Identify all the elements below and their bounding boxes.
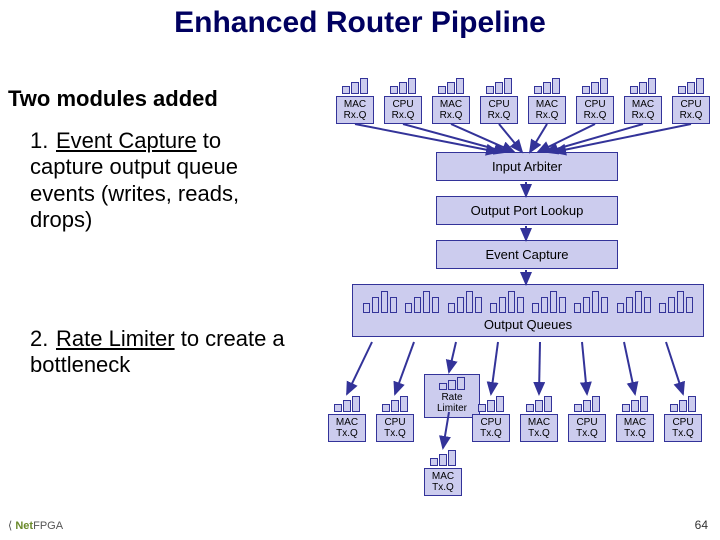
txq-box: CPU Tx.Q	[664, 396, 702, 442]
rxq-box: CPU Rx.Q	[384, 78, 422, 124]
oqueue-mini	[617, 289, 651, 313]
list-item-2: 2.Rate Limiter to create a bottleneck	[30, 326, 290, 379]
item1-head: Event Capture	[56, 128, 197, 153]
item2-number: 2.	[30, 326, 56, 352]
oqueue-mini	[532, 289, 566, 313]
txq-box: MAC Tx.Q	[616, 396, 654, 442]
rate-limiter-label: Rate Limiter	[427, 392, 477, 414]
rxq-box: CPU Rx.Q	[576, 78, 614, 124]
stage-input-arbiter: Input Arbiter	[436, 152, 618, 181]
rxq-box: MAC Rx.Q	[432, 78, 470, 124]
footer-logo: ⟨ NetFPGA	[8, 519, 63, 532]
item1-number: 1.	[30, 128, 56, 154]
center-txq-label: MAC Tx.Q	[424, 468, 462, 496]
rxq-box: CPU Rx.Q	[672, 78, 710, 124]
slide-title: Enhanced Router Pipeline	[0, 6, 720, 40]
stage-event-capture: Event Capture	[436, 240, 618, 269]
stage-output-lookup: Output Port Lookup	[436, 196, 618, 225]
oqueue-mini	[490, 289, 524, 313]
oqueue-mini	[448, 289, 482, 313]
stage-output-queues: Output Queues	[352, 284, 704, 337]
list-item-1: 1.Event Capture to capture output queue …	[30, 128, 300, 234]
oqueue-mini	[574, 289, 608, 313]
txq-box: MAC Tx.Q	[328, 396, 366, 442]
oqueue-mini	[659, 289, 693, 313]
page-number: 64	[695, 518, 708, 532]
txq-box: CPU Tx.Q	[376, 396, 414, 442]
rxq-box: CPU Rx.Q	[480, 78, 518, 124]
rxq-box: MAC Rx.Q	[624, 78, 662, 124]
item2-head: Rate Limiter	[56, 326, 175, 351]
rxq-box: MAC Rx.Q	[336, 78, 374, 124]
oqueue-mini	[363, 289, 397, 313]
center-txq: MAC Tx.Q	[424, 450, 462, 496]
txq-box: MAC Tx.Q	[520, 396, 558, 442]
txq-box: CPU Tx.Q	[568, 396, 606, 442]
slide-subtitle: Two modules added	[8, 86, 218, 112]
output-queues-label: Output Queues	[353, 317, 703, 332]
rxq-box: MAC Rx.Q	[528, 78, 566, 124]
txq-box: CPU Tx.Q	[472, 396, 510, 442]
oqueue-mini	[405, 289, 439, 313]
slide: Enhanced Router Pipeline Two modules add…	[0, 0, 720, 540]
